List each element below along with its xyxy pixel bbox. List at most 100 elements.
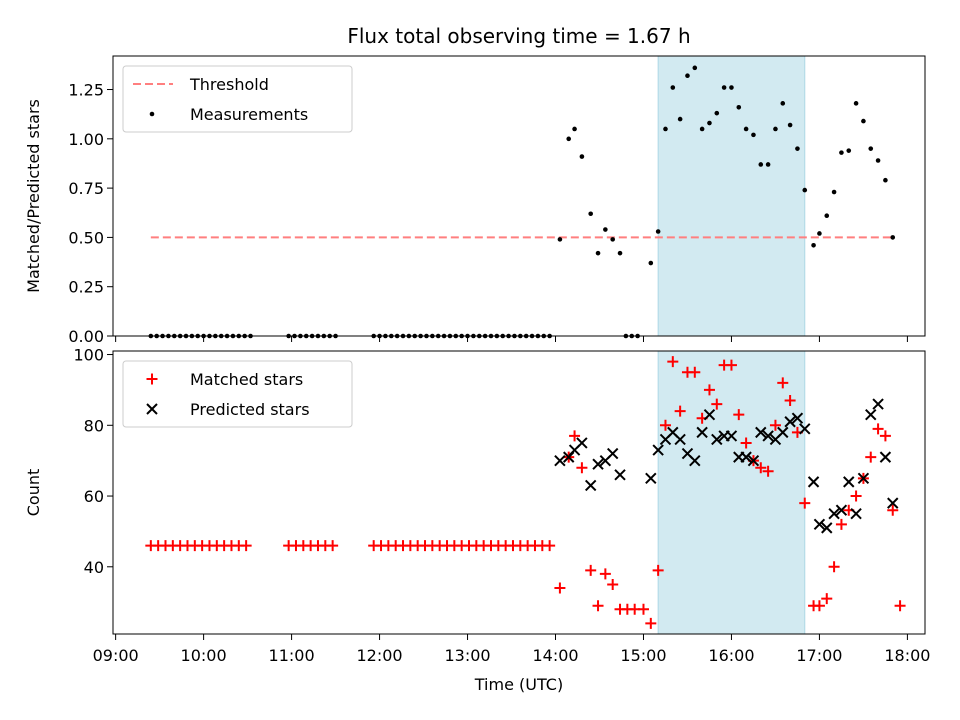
measurements-point: [787, 122, 793, 128]
measurements-point: [435, 333, 441, 339]
measurements-point: [692, 65, 698, 71]
measurements-point: [529, 333, 535, 339]
measurements-point: [500, 333, 506, 339]
y-tick-label: 1.25: [68, 81, 104, 100]
x-tick-label: 18:00: [884, 646, 930, 665]
x-tick-label: 15:00: [620, 646, 666, 665]
measurements-point: [699, 126, 705, 132]
measurements-point: [471, 333, 476, 339]
predicted-stars-point: [755, 426, 767, 439]
measurements-point: [758, 162, 764, 167]
predicted-stars-point: [857, 472, 870, 485]
measurements-point: [394, 333, 400, 339]
matched-stars-point: [544, 540, 556, 552]
measurements-point: [523, 333, 529, 339]
predicted-stars-point: [606, 447, 619, 460]
predicted-stars-point: [807, 476, 820, 488]
measurements-point: [494, 333, 500, 339]
matched-stars-point: [554, 582, 566, 594]
predicted-stars-point: [887, 497, 899, 509]
measurements-point: [861, 118, 866, 124]
predicted-stars-point: [711, 433, 723, 446]
measurements-point: [629, 333, 635, 339]
measurements-point: [476, 333, 482, 339]
measurements-point: [160, 333, 165, 339]
matched-stars-point: [777, 377, 789, 389]
measurements-point: [166, 333, 171, 339]
measurements-point: [566, 136, 572, 142]
measurements-point: [547, 333, 552, 339]
measurements-point: [298, 333, 303, 339]
measurements-point: [424, 333, 429, 339]
measurements-point: [230, 333, 236, 339]
measurements-point: [572, 126, 577, 132]
measurements-point: [189, 333, 195, 339]
observing-window-layer: [657, 56, 806, 634]
x-tick-label: 17:00: [796, 646, 842, 665]
matched-stars-point: [850, 490, 862, 502]
predicted-stars-point: [725, 430, 738, 442]
measurements-point: [201, 333, 206, 339]
matched-stars-point: [725, 359, 737, 371]
y-tick-label: 0.75: [68, 179, 104, 198]
measurements-point: [714, 110, 720, 116]
predicted-stars-point: [740, 451, 752, 463]
measurements-point: [635, 333, 640, 339]
predicted-stars-point: [799, 423, 811, 435]
measurements-point: [400, 333, 406, 339]
x-tick-label: 14:00: [532, 646, 578, 665]
y-tick-label: 0.00: [68, 327, 104, 346]
measurements-point: [406, 333, 412, 339]
measurements-point: [236, 333, 242, 339]
measurements-point: [430, 333, 435, 339]
measurements-point: [648, 260, 654, 266]
measurements-point: [557, 237, 563, 242]
matched-stars-point: [755, 462, 767, 474]
predicted-stars-point: [592, 458, 604, 470]
matched-stars-point: [576, 462, 588, 474]
axes-layer: 0.00 0.25 0.50 0.75 1.00 1.25 Matched/Predicte…: [24, 55, 930, 665]
predicted-stars-point: [762, 430, 774, 442]
matched-stars-point: [740, 437, 752, 449]
measurements-point: [736, 104, 742, 110]
measurements-point: [883, 177, 888, 183]
measurements-point: [488, 333, 494, 339]
predicted-stars-point: [835, 504, 848, 516]
predicted-stars-point: [843, 476, 855, 488]
measurements-point: [154, 333, 159, 339]
x-tick-label: 16:00: [708, 646, 754, 665]
measurements-point: [248, 333, 253, 339]
measurements-point: [286, 333, 291, 339]
matched-stars-point: [894, 600, 906, 612]
y-tick-label: 0.50: [68, 228, 104, 247]
predicted-stars-point: [747, 454, 760, 467]
matched-stars-point: [652, 564, 664, 576]
measurements-point: [309, 333, 315, 339]
measurements-point: [412, 333, 418, 339]
predicted-stars-point: [703, 408, 716, 421]
x-tick-label: 10:00: [181, 646, 227, 665]
matched-stars-point: [799, 497, 811, 509]
measurements-point: [853, 101, 859, 106]
measurements-point: [213, 333, 218, 339]
measurements-point: [383, 333, 388, 339]
matched-stars-point: [762, 465, 774, 477]
measurements-point: [663, 126, 668, 132]
measurements-point: [875, 158, 881, 163]
predicted-stars-point: [850, 508, 862, 520]
measurements-point: [811, 242, 816, 248]
predicted-stars-point: [828, 508, 840, 520]
matched-stars-point: [240, 540, 252, 552]
measurements-point: [242, 333, 247, 339]
predicted-stars-point: [865, 408, 877, 421]
observing-window-span: [658, 56, 805, 336]
predicted-stars-point: [645, 472, 657, 485]
predicted-stars-point: [821, 522, 833, 534]
measurements-point: [541, 333, 547, 339]
predicted-stars-point: [791, 412, 804, 424]
matched-stars-point: [865, 451, 877, 463]
measurements-point: [677, 116, 683, 122]
matched-stars-point: [769, 419, 781, 431]
x-axis-label: Time (UTC): [474, 675, 563, 694]
